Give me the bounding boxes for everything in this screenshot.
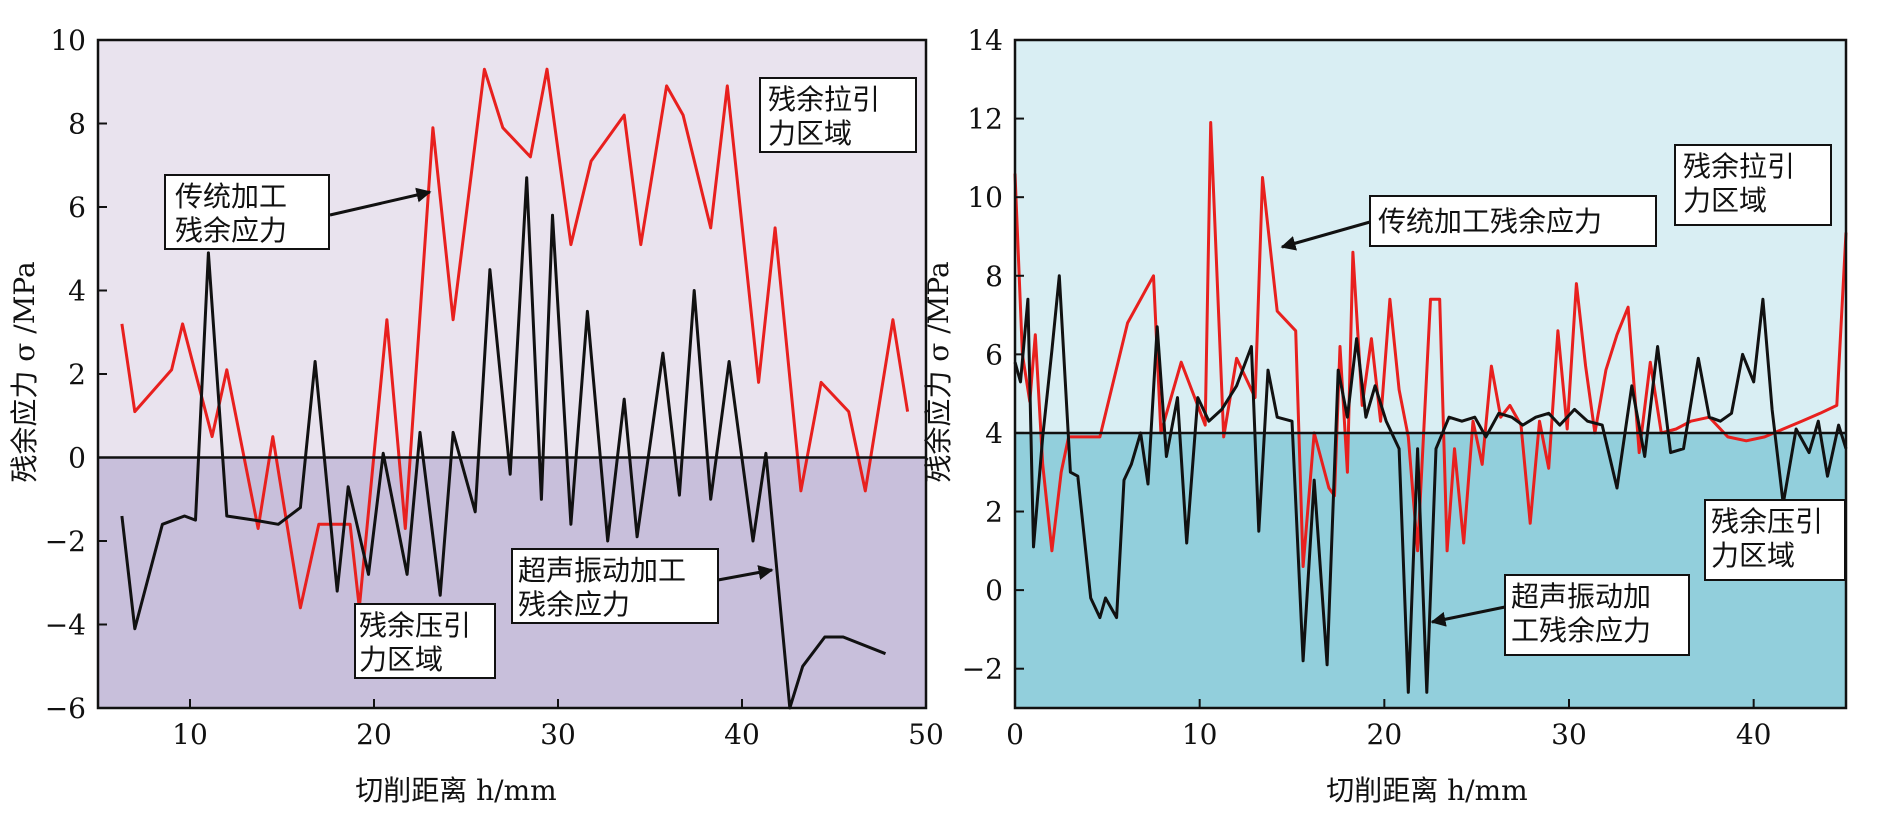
left-annotation-arrow (329, 187, 432, 217)
left-x-tick-label: 20 (356, 718, 392, 751)
right-y-tick-label: 6 (985, 338, 1003, 371)
left-annotation-text: 残余拉引 (768, 83, 880, 116)
left-y-tick-label: 0 (68, 442, 86, 475)
right-annotation-box (1704, 499, 1846, 581)
right-annotation-text: 工残余应力 (1511, 614, 1651, 647)
left-annotation-box (164, 174, 330, 250)
right-y-tick-label: 0 (985, 574, 1003, 607)
right-annotation-box (1674, 144, 1832, 226)
right-annotation-text: 力区域 (1711, 539, 1795, 572)
left-annotation-text: 传统加工 (175, 180, 287, 213)
right-annotation-text: 力区域 (1683, 184, 1767, 217)
right-x-tick-label: 40 (1736, 718, 1772, 751)
left-y-axis-title: 残余应力 σ /MPa (8, 261, 41, 482)
right-y-tick-label: 10 (967, 181, 1003, 214)
left-x-tick-label: 10 (172, 718, 208, 751)
left-y-tick-label: 2 (68, 358, 86, 391)
left-annotation-box (354, 603, 496, 679)
right-x-tick-label: 10 (1182, 718, 1218, 751)
right-y-tick-label: 12 (967, 103, 1003, 136)
left-annotation-text: 超声振动加工 (518, 554, 686, 587)
right-y-tick-label: −2 (962, 653, 1003, 686)
right-annotation-text: 超声振动加 (1511, 580, 1651, 613)
right-annotation-text: 残余压引 (1711, 505, 1823, 538)
right-x-tick-label: 20 (1367, 718, 1403, 751)
left-annotation-text: 力区域 (359, 643, 443, 676)
left-y-tick-label: −2 (45, 525, 86, 558)
right-x-tick-label: 30 (1551, 718, 1587, 751)
left-y-tick-label: −4 (45, 609, 86, 642)
left-annotation-text: 残余应力 (175, 214, 287, 247)
left-y-tick-label: 8 (68, 108, 86, 141)
right-annotation-box (1504, 574, 1690, 656)
left-y-tick-label: 6 (68, 191, 86, 224)
left-annotation-text: 力区域 (768, 117, 852, 150)
left-y-tick-label: 10 (50, 24, 86, 57)
right-y-tick-label: 2 (985, 496, 1003, 529)
right-annotation-arrow (1280, 220, 1371, 251)
right-x-axis-title: 切削距离 h/mm (1326, 774, 1527, 807)
left-x-tick-label: 40 (724, 718, 760, 751)
left-series-black-line (120, 176, 887, 710)
right-x-tick-label: 0 (1006, 718, 1024, 751)
left-annotation-text: 残余应力 (518, 588, 630, 621)
right-annotation-text: 传统加工残余应力 (1378, 205, 1602, 238)
left-annotation-arrow (717, 565, 774, 582)
left-series-red-line (120, 67, 910, 610)
left-x-axis-title: 切削距离 h/mm (355, 774, 556, 807)
left-annotation-text: 残余压引 (359, 609, 471, 642)
left-annotation-box (759, 77, 917, 153)
right-plot-frame (1013, 38, 1848, 710)
left-x-tick-label: 50 (908, 718, 944, 751)
right-annotation-1: 传统加工残余应力 (1369, 195, 1657, 247)
left-y-tick-label: 4 (68, 275, 86, 308)
right-y-tick-label: 8 (985, 260, 1003, 293)
right-series-black-line (1013, 274, 1848, 694)
right-annotation-box (1369, 195, 1657, 247)
left-annotation-1: 传统加工残余应力 (164, 174, 330, 250)
right-y-tick-label: 14 (967, 24, 1003, 57)
right-y-tick-label: 4 (985, 417, 1003, 450)
left-y-tick-label: −6 (45, 692, 86, 725)
right-y-axis-title: 残余应力 σ /MPa (922, 261, 955, 482)
left-annotation-box (511, 548, 719, 624)
left-x-tick-label: 30 (540, 718, 576, 751)
right-annotation-text: 残余拉引 (1683, 150, 1795, 183)
right-annotation-arrow (1430, 605, 1506, 627)
